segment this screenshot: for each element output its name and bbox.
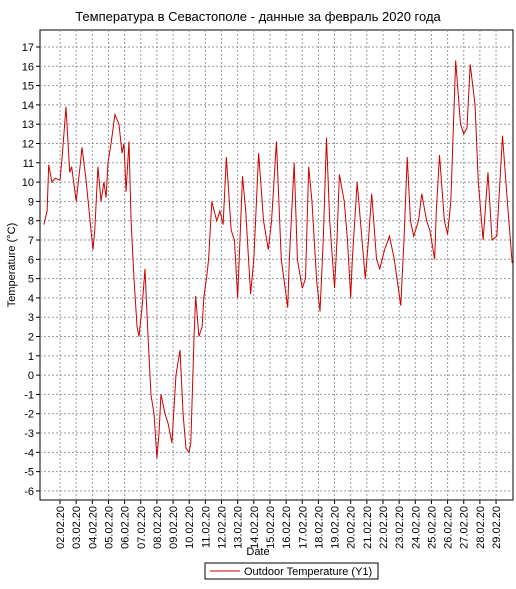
y-tick-label: 1 bbox=[28, 351, 34, 363]
y-tick-label: -2 bbox=[24, 409, 34, 421]
x-tick-label: 07.02.20 bbox=[136, 506, 148, 549]
x-tick-label: 19.02.20 bbox=[330, 506, 342, 549]
x-tick-label: 14.02.20 bbox=[249, 506, 261, 549]
chart-title: Температура в Севастополе - данные за фе… bbox=[75, 9, 441, 24]
x-tick-label: 24.02.20 bbox=[410, 506, 422, 549]
x-tick-label: 18.02.20 bbox=[313, 506, 325, 549]
x-tick-label: 23.02.20 bbox=[394, 506, 406, 549]
legend-label: Outdoor Temperature (Y1) bbox=[244, 566, 372, 578]
y-tick-label: 8 bbox=[28, 216, 34, 228]
x-tick-label: 05.02.20 bbox=[103, 506, 115, 549]
x-tick-label: 28.02.20 bbox=[475, 506, 487, 549]
x-tick-label: 02.02.20 bbox=[55, 506, 67, 549]
y-axis-label: Temperature (°C) bbox=[6, 223, 18, 307]
y-tick-label: 14 bbox=[22, 100, 34, 112]
y-tick-label: 5 bbox=[28, 274, 34, 286]
x-tick-label: 13.02.20 bbox=[233, 506, 245, 549]
x-tick-label: 12.02.20 bbox=[217, 506, 229, 549]
x-tick-label: 04.02.20 bbox=[87, 506, 99, 549]
x-tick-label: 25.02.20 bbox=[426, 506, 438, 549]
x-tick-label: 27.02.20 bbox=[459, 506, 471, 549]
x-tick-label: 16.02.20 bbox=[281, 506, 293, 549]
x-tick-label: 10.02.20 bbox=[184, 506, 196, 549]
y-tick-label: 13 bbox=[22, 119, 34, 131]
y-tick-label: 10 bbox=[22, 177, 34, 189]
x-tick-label: 08.02.20 bbox=[152, 506, 164, 549]
y-tick-label: 9 bbox=[28, 196, 34, 208]
y-tick-label: 16 bbox=[22, 61, 34, 73]
x-tick-label: 17.02.20 bbox=[297, 506, 309, 549]
y-tick-label: 3 bbox=[28, 312, 34, 324]
x-tick-label: 21.02.20 bbox=[362, 506, 374, 549]
x-tick-label: 06.02.20 bbox=[120, 506, 132, 549]
y-tick-label: 11 bbox=[23, 158, 34, 170]
y-tick-label: 12 bbox=[22, 138, 34, 150]
y-tick-label: -1 bbox=[24, 389, 34, 401]
x-tick-label: 09.02.20 bbox=[168, 506, 180, 549]
y-tick-label: -6 bbox=[24, 486, 34, 498]
y-tick-label: 0 bbox=[28, 370, 34, 382]
y-tick-label: 4 bbox=[28, 293, 34, 305]
line-series bbox=[43, 60, 513, 459]
x-tick-label: 22.02.20 bbox=[378, 506, 390, 549]
legend-box bbox=[204, 562, 379, 580]
y-tick-label: -3 bbox=[24, 428, 34, 440]
x-tick-label: 11.02.20 bbox=[200, 506, 212, 548]
x-tick-label: 15.02.20 bbox=[265, 506, 277, 549]
y-tick-label: 7 bbox=[28, 235, 34, 247]
y-tick-label: 6 bbox=[28, 254, 34, 266]
x-axis-label: Date bbox=[246, 546, 269, 558]
y-tick-label: -4 bbox=[24, 447, 34, 459]
x-tick-label: 26.02.20 bbox=[443, 506, 455, 549]
plot-frame bbox=[39, 29, 514, 501]
y-tick-label: 2 bbox=[28, 332, 34, 344]
y-tick-label: 15 bbox=[22, 81, 34, 93]
x-tick-label: 20.02.20 bbox=[346, 506, 358, 549]
y-tick-label: 17 bbox=[22, 42, 34, 54]
x-tick-label: 03.02.20 bbox=[71, 506, 83, 549]
y-tick-label: -5 bbox=[24, 467, 34, 479]
x-tick-label: 29.02.20 bbox=[491, 506, 503, 549]
